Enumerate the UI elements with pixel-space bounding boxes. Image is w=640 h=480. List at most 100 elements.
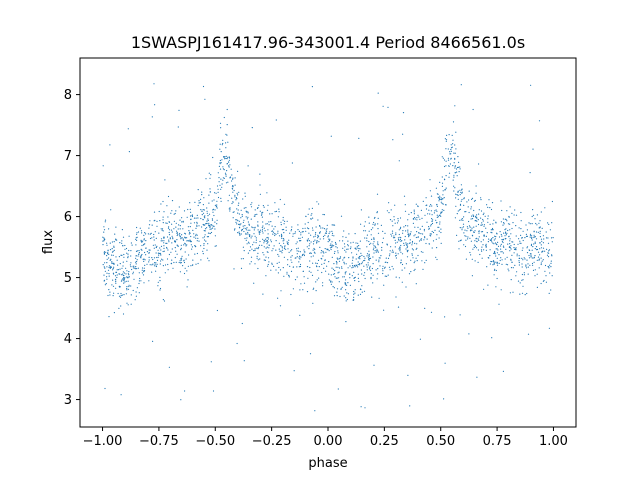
- data-point: [538, 258, 541, 260]
- data-point: [236, 219, 238, 221]
- data-point: [176, 239, 178, 241]
- data-point: [497, 245, 500, 247]
- data-point: [540, 247, 543, 249]
- data-point: [407, 231, 409, 233]
- data-point: [412, 249, 414, 251]
- data-point: [273, 245, 275, 247]
- data-point: [162, 259, 164, 261]
- data-point: [330, 243, 332, 245]
- data-point: [415, 257, 417, 259]
- data-point: [340, 215, 343, 217]
- data-point: [106, 242, 108, 244]
- data-point: [254, 235, 256, 237]
- data-point: [334, 270, 336, 272]
- data-point: [539, 232, 541, 234]
- data-point: [151, 237, 153, 239]
- data-point: [102, 165, 104, 167]
- data-point: [283, 228, 285, 231]
- data-point: [301, 236, 303, 238]
- data-point: [330, 135, 332, 137]
- data-point: [500, 257, 502, 259]
- data-point: [211, 219, 214, 221]
- data-point: [440, 228, 442, 230]
- data-point: [141, 249, 143, 251]
- data-point: [259, 258, 261, 260]
- data-point: [405, 242, 407, 244]
- data-point: [302, 270, 304, 272]
- data-point: [160, 238, 163, 240]
- data-point: [431, 220, 433, 222]
- data-point: [232, 191, 234, 193]
- data-point: [141, 232, 143, 234]
- data-point: [148, 261, 150, 263]
- data-point: [325, 270, 327, 272]
- data-point: [372, 263, 374, 265]
- data-point: [178, 206, 180, 208]
- data-point: [359, 248, 361, 250]
- data-point: [542, 280, 545, 282]
- data-point: [211, 218, 213, 220]
- data-point: [493, 274, 495, 276]
- data-point: [234, 184, 236, 186]
- data-point: [121, 229, 123, 231]
- data-point: [315, 226, 317, 228]
- data-point: [323, 228, 326, 230]
- data-point: [179, 271, 181, 273]
- data-point: [288, 251, 290, 253]
- data-point: [512, 241, 514, 243]
- data-point: [526, 259, 528, 261]
- data-point: [460, 219, 462, 221]
- data-point: [285, 226, 287, 228]
- data-point: [257, 259, 259, 261]
- data-point: [336, 291, 338, 293]
- data-point: [116, 276, 118, 279]
- data-point: [532, 214, 535, 216]
- data-point: [150, 232, 152, 234]
- data-point: [331, 224, 333, 226]
- data-point: [136, 260, 138, 263]
- data-point: [368, 253, 370, 255]
- data-point: [315, 290, 317, 292]
- data-point: [224, 156, 226, 158]
- data-point: [461, 189, 463, 191]
- data-point: [190, 218, 192, 220]
- data-point: [254, 227, 256, 229]
- data-point: [132, 267, 134, 269]
- data-point: [208, 224, 210, 226]
- data-point: [360, 406, 362, 408]
- data-point: [381, 242, 384, 244]
- data-point: [436, 214, 438, 216]
- data-point: [208, 202, 210, 204]
- data-point: [119, 296, 122, 298]
- data-point: [135, 261, 137, 263]
- data-point: [450, 158, 452, 160]
- data-point: [120, 292, 122, 295]
- data-point: [148, 249, 150, 251]
- data-point: [206, 227, 208, 229]
- data-point: [207, 219, 209, 221]
- data-point: [435, 222, 438, 224]
- data-point: [254, 249, 256, 252]
- data-point: [280, 290, 282, 292]
- data-point: [485, 243, 487, 245]
- data-point: [541, 260, 543, 262]
- data-point: [361, 263, 363, 265]
- data-point: [184, 243, 186, 245]
- data-point: [329, 244, 331, 247]
- data-point: [357, 273, 359, 275]
- data-point: [543, 238, 545, 240]
- data-point: [203, 209, 205, 211]
- data-point: [403, 195, 406, 197]
- data-point: [277, 253, 279, 256]
- data-point: [234, 196, 236, 198]
- data-point: [279, 269, 282, 271]
- data-point: [434, 210, 436, 212]
- data-point: [438, 226, 440, 228]
- data-point: [332, 268, 335, 270]
- data-point: [375, 259, 377, 261]
- data-point: [466, 201, 468, 203]
- data-point: [488, 238, 490, 240]
- data-point: [115, 238, 117, 240]
- data-point: [349, 277, 351, 279]
- data-point: [402, 232, 404, 234]
